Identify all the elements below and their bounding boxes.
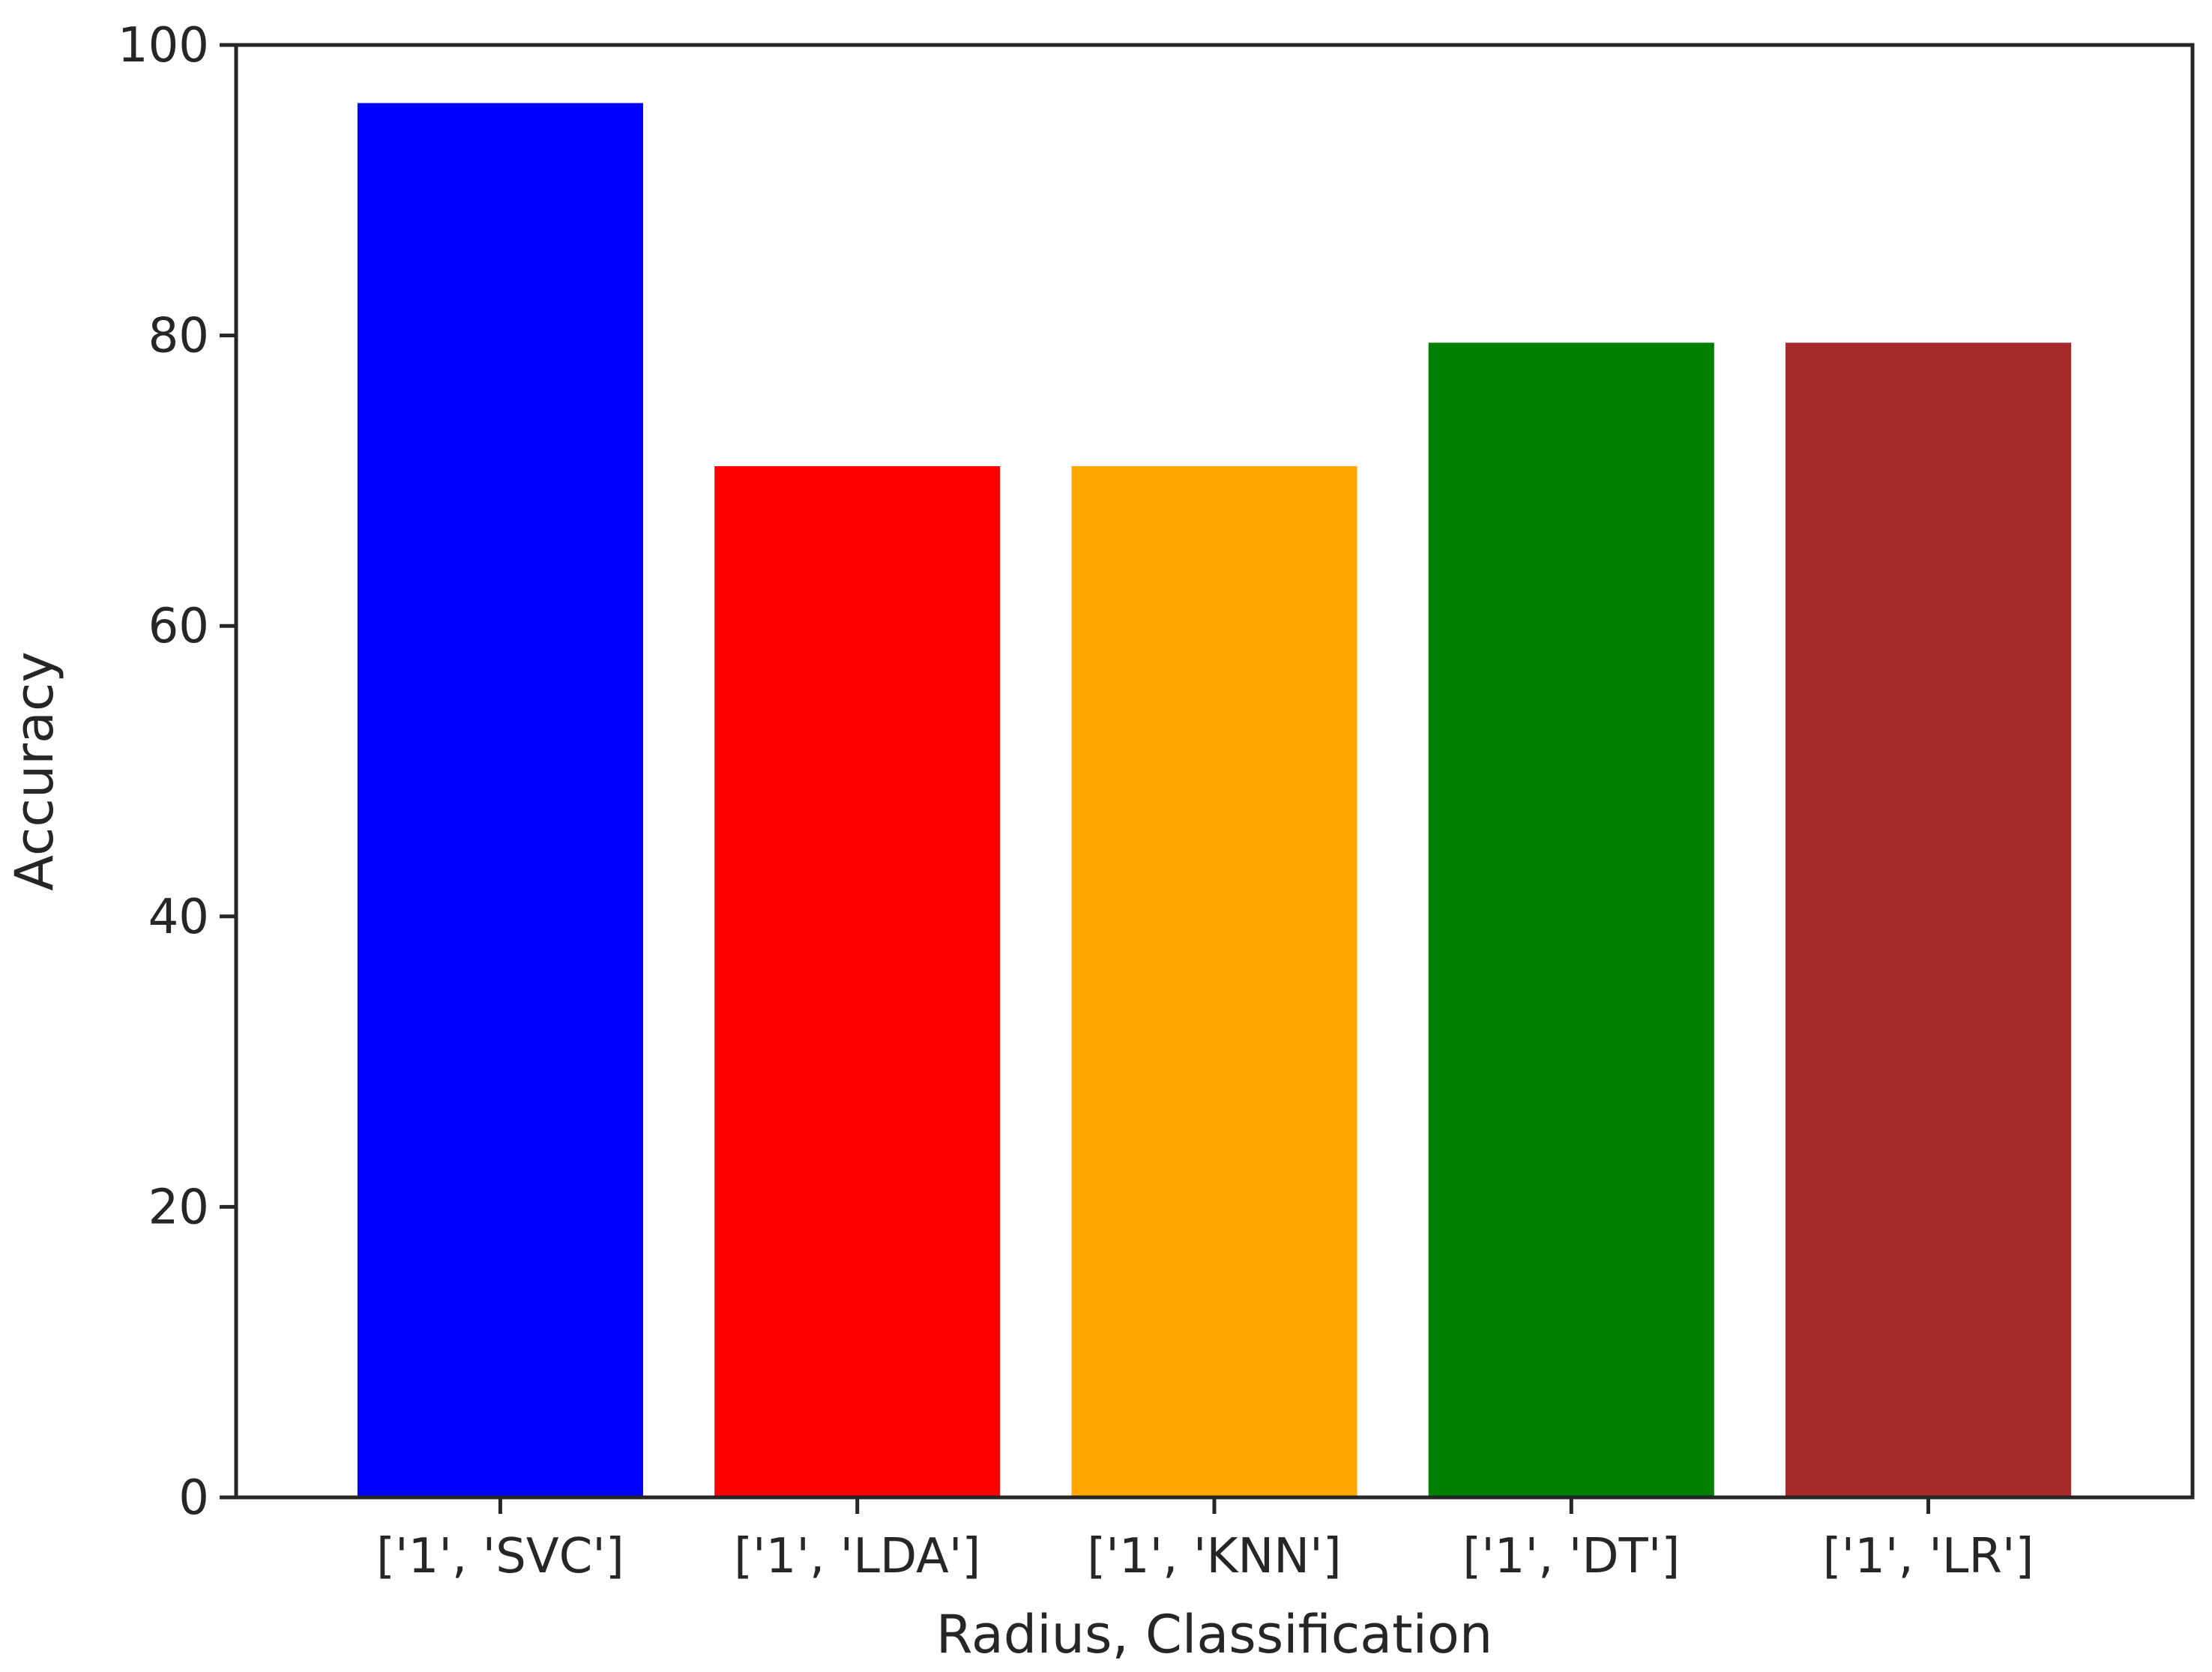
- x-axis-title: Radius, Classification: [936, 1604, 1492, 1665]
- x-tick-label: ['1', 'SVC']: [376, 1529, 624, 1584]
- x-tick-label: ['1', 'LR']: [1823, 1529, 2034, 1584]
- y-tick-label: 40: [148, 890, 209, 945]
- y-tick-label: 100: [118, 18, 209, 73]
- y-tick-label: 0: [178, 1470, 209, 1526]
- x-tick-label: ['1', 'DT']: [1462, 1529, 1680, 1584]
- y-axis: 0 20 40 60 80 100: [118, 18, 236, 1526]
- bar-1: [714, 466, 1001, 1497]
- y-tick-label: 80: [148, 309, 209, 364]
- y-tick-label: 60: [148, 599, 209, 654]
- bar-3: [1428, 342, 1714, 1497]
- y-axis-title: Accuracy: [4, 651, 65, 891]
- x-tick-label: ['1', 'KNN']: [1087, 1529, 1341, 1584]
- x-tick-label: ['1', 'LDA']: [734, 1529, 980, 1584]
- bar-4: [1785, 342, 2072, 1497]
- x-axis: ['1', 'SVC'] ['1', 'LDA'] ['1', 'KNN'] ['1'…: [376, 1497, 2034, 1584]
- bar-2: [1071, 466, 1357, 1497]
- bar-0: [357, 103, 643, 1497]
- bars-layer: [357, 103, 2072, 1497]
- y-tick-label: 20: [148, 1180, 209, 1235]
